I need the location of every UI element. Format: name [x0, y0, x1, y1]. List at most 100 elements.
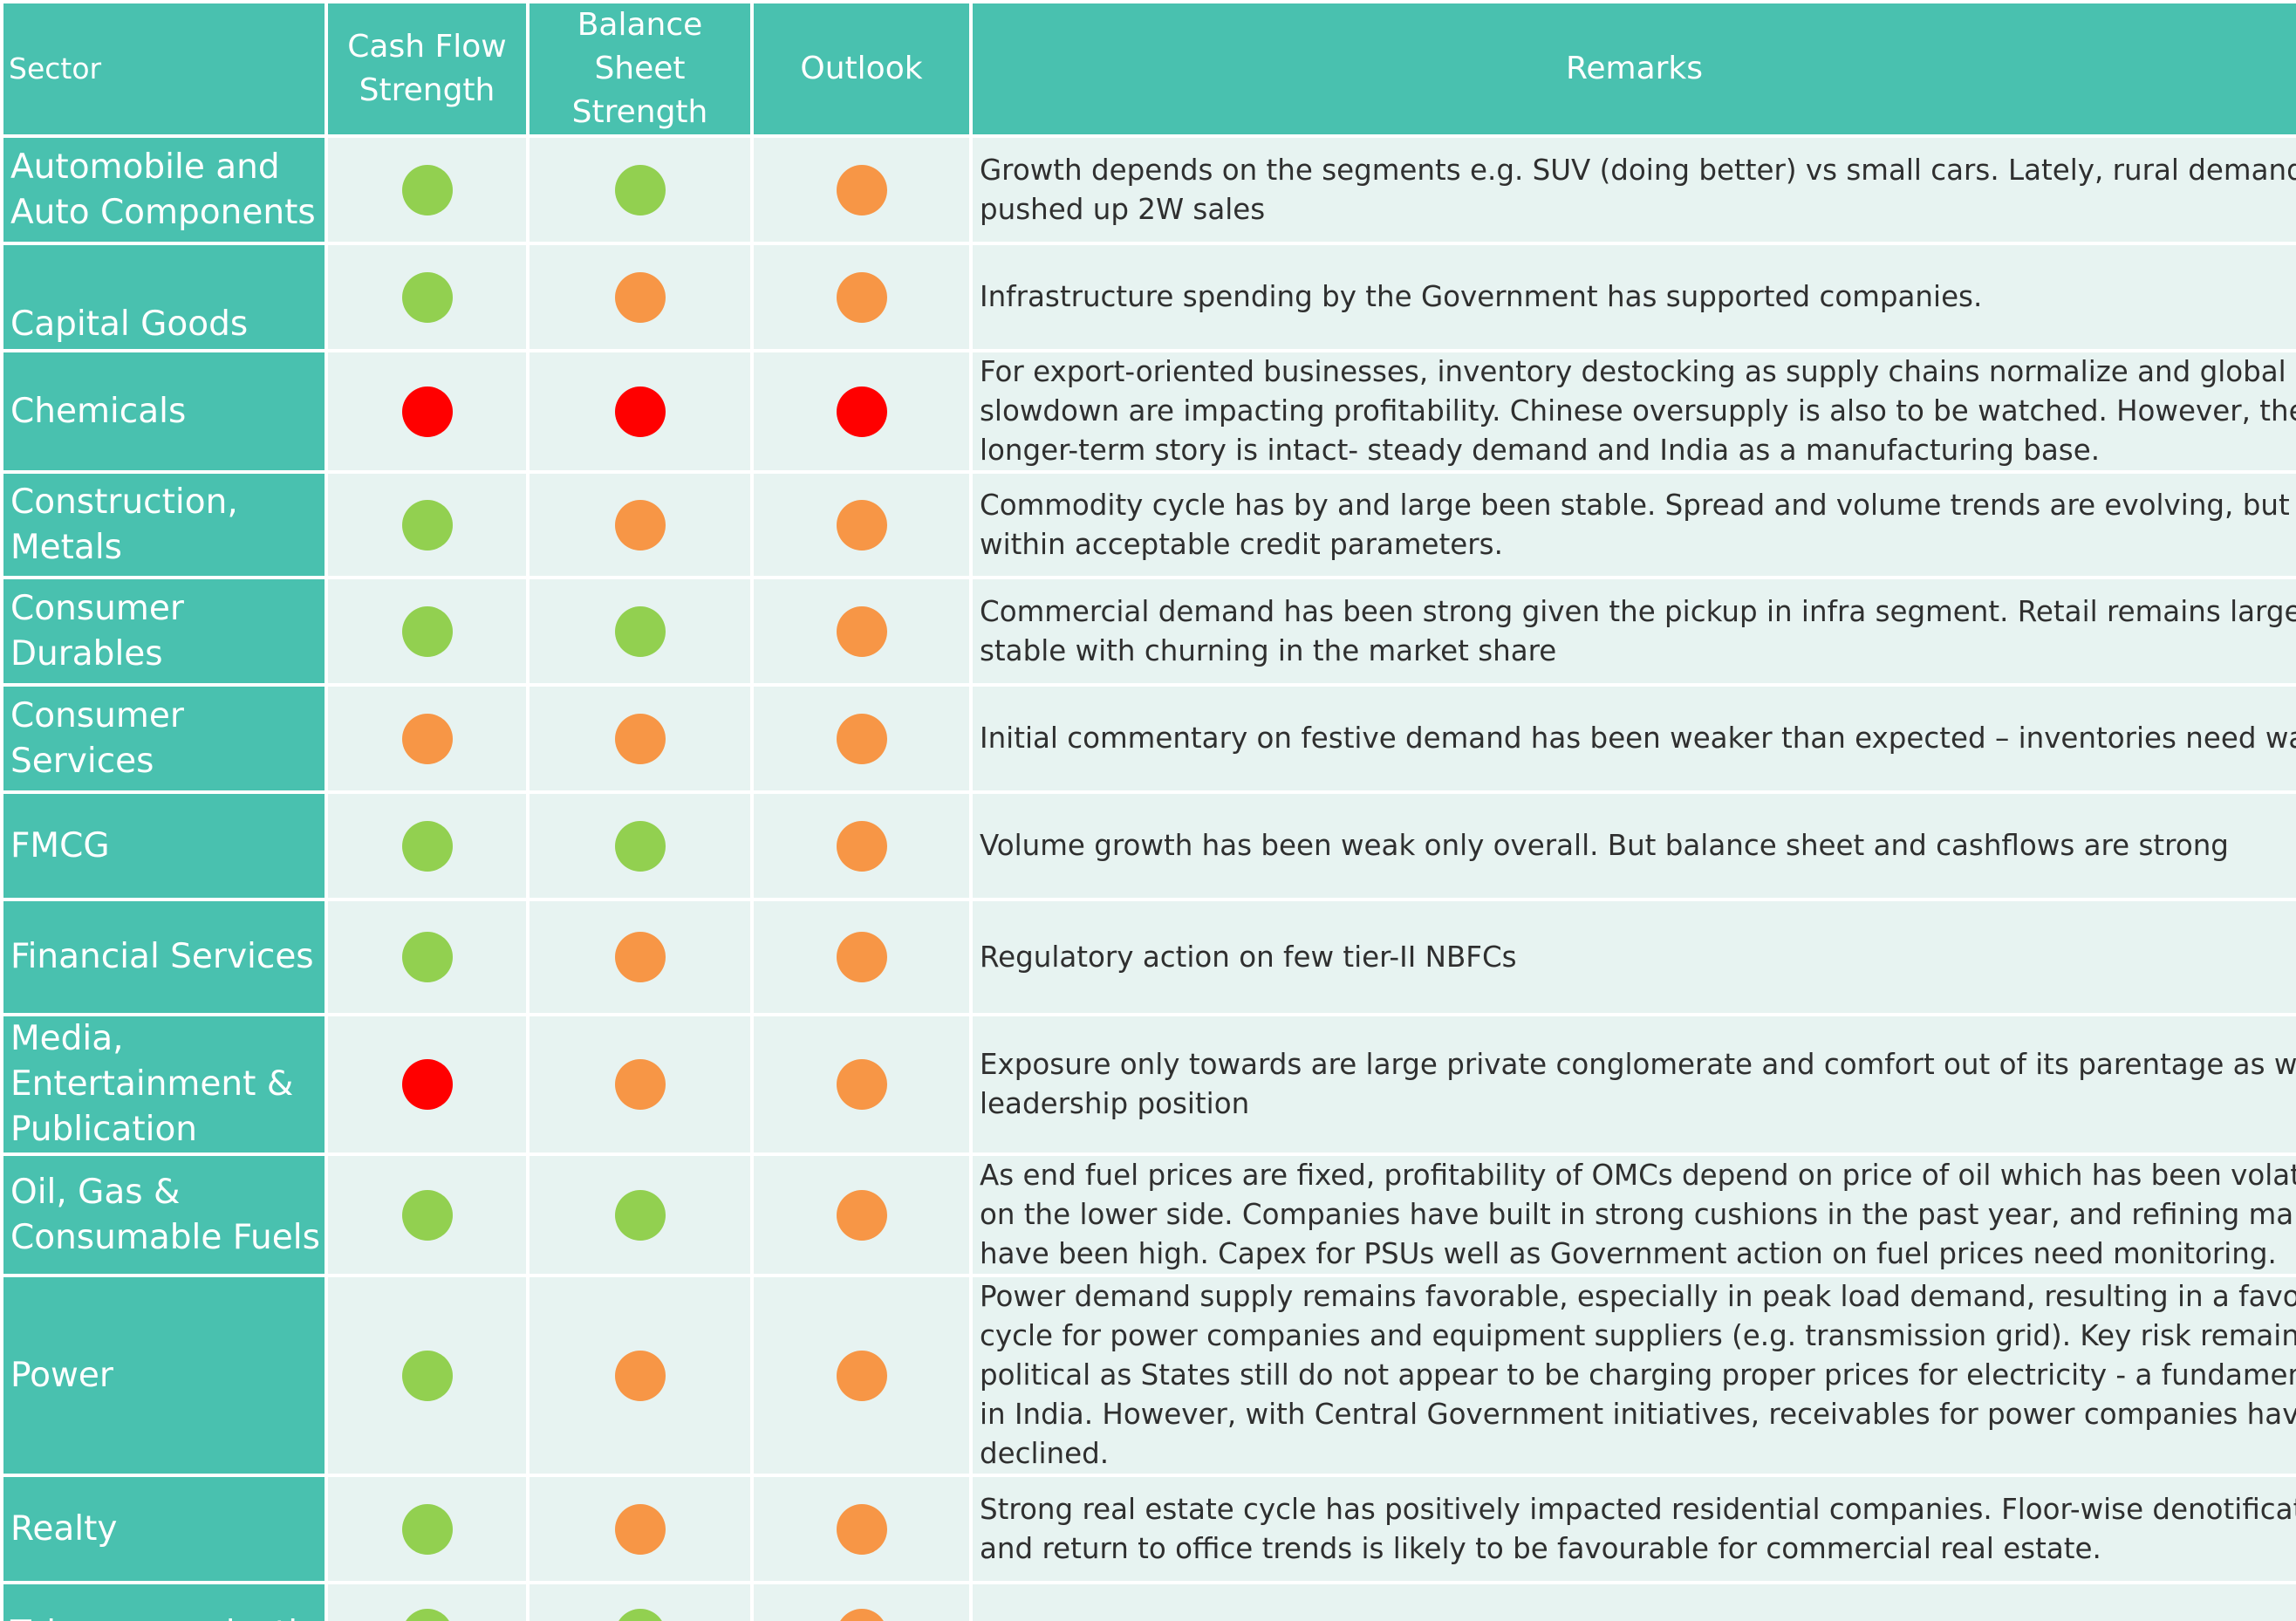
outlook-cell — [750, 576, 973, 687]
sector-label-line: Construction, — [10, 482, 238, 522]
cash-flow-status-dot-green — [401, 932, 453, 982]
sector-cell: Consumer Durables — [0, 576, 328, 687]
outlook-status-dot-orange — [836, 605, 887, 657]
table-row: Chemicals For export-oriented businesses,… — [0, 349, 2296, 474]
cash-flow-cell — [325, 790, 530, 901]
cash-flow-cell — [325, 134, 530, 245]
cash-flow-status-dot-green — [401, 271, 453, 323]
outlook-cell — [750, 898, 973, 1016]
remarks-cell: Volume growth has been weak only overall… — [969, 790, 2296, 901]
balance-sheet-cell — [526, 1152, 754, 1277]
sector-cell: Chemicals — [0, 349, 328, 474]
remarks-cell: Exposure only towards are large private … — [969, 1013, 2296, 1156]
remarks-cell: For export-oriented businesses, inventor… — [969, 349, 2296, 474]
outlook-status-dot-orange — [836, 1059, 887, 1110]
table-row: FMCG Volume growth has been weak only ove… — [0, 790, 2296, 901]
remarks-cell: Infrastructure spending by the Governmen… — [969, 242, 2296, 352]
balance-sheet-status-dot-green — [614, 164, 666, 215]
cash-flow-cell — [325, 1152, 530, 1277]
remarks-text-line: Power demand supply remains favorable, e… — [980, 1280, 2296, 1313]
balance-sheet-cell — [526, 1581, 754, 1621]
sector-label-line: Power — [10, 1355, 113, 1395]
remarks-cell: Strong real estate cycle has positively … — [969, 1474, 2296, 1584]
cash-flow-cell — [325, 242, 530, 352]
sector-label-line: Automobile and — [10, 147, 280, 187]
sector-label-line: Media, — [10, 1019, 124, 1058]
remarks-cell: Commodity cycle has by and large been st… — [969, 470, 2296, 579]
table-row: Consumer Services Initial commentary on f… — [0, 683, 2296, 794]
remarks-text-line: Regulatory action on few tier-II NBFCs — [980, 940, 1517, 974]
cash-flow-status-dot-green — [401, 1503, 453, 1555]
cash-flow-status-dot-green — [401, 1609, 453, 1621]
remarks-text-line: in India. However, with Central Governme… — [980, 1398, 2296, 1431]
remarks-text-line: within acceptable credit parameters. — [980, 527, 1503, 561]
balance-sheet-status-dot-orange — [614, 499, 666, 551]
cash-flow-cell — [325, 1274, 530, 1477]
table-row: Financial Services Regulatory action on f… — [0, 898, 2296, 1016]
cash-flow-status-dot-red — [401, 1059, 453, 1110]
sector-label-line: Auto Components — [10, 192, 316, 232]
outlook-cell — [750, 1581, 973, 1621]
remarks-text-line: Infrastructure spending by the Governmen… — [980, 280, 1983, 313]
remarks-text-line: cycle for power companies and equipment … — [980, 1319, 2296, 1352]
remarks-text-line: Volume growth has been weak only overall… — [980, 829, 2229, 862]
balance-sheet-cell — [526, 576, 754, 687]
sector-cell: Media, Entertainment & Publication — [0, 1013, 328, 1156]
sector-cell: Oil, Gas & Consumable Fuels — [0, 1152, 328, 1277]
remarks-text-line: Strong real estate cycle has positively … — [980, 1492, 2296, 1526]
sector-cell: Power — [0, 1274, 328, 1477]
sector-label-line: Consumable Fuels — [10, 1217, 320, 1257]
remarks-cell: Regulatory action on few tier-II NBFCs — [969, 898, 2296, 1016]
sector-label-line: Capital Goods — [10, 304, 249, 344]
outlook-status-dot-orange — [836, 1503, 887, 1555]
balance-sheet-cell — [526, 349, 754, 474]
outlook-status-dot-orange — [836, 932, 887, 982]
header-sector: Sector — [0, 0, 328, 138]
outlook-cell — [750, 242, 973, 352]
sector-label-line: Financial Services — [10, 937, 314, 976]
remarks-cell: Virtually a two company story in India, … — [969, 1581, 2296, 1621]
sector-label-line: Publication — [10, 1110, 198, 1149]
sector-label-line: Realty — [10, 1508, 118, 1549]
balance-sheet-status-dot-orange — [614, 271, 666, 323]
balance-sheet-cell — [526, 470, 754, 579]
remarks-text-line: have been high. Capex for PSUs well as G… — [980, 1237, 2277, 1270]
cash-flow-cell — [325, 1474, 530, 1584]
header-cash-flow-line-2: Strength — [359, 72, 495, 108]
sector-label-line: Oil, Gas & — [10, 1172, 181, 1212]
outlook-cell — [750, 1013, 973, 1156]
balance-sheet-status-dot-green — [614, 820, 666, 872]
outlook-cell — [750, 1474, 973, 1584]
cash-flow-cell — [325, 349, 530, 474]
cash-flow-status-dot-green — [401, 164, 453, 215]
outlook-status-dot-orange — [836, 164, 887, 215]
balance-sheet-cell — [526, 1013, 754, 1156]
sector-label-line: Telecommunication — [10, 1611, 323, 1621]
sector-cell: FMCG — [0, 790, 328, 901]
cash-flow-cell — [325, 576, 530, 687]
outlook-status-dot-orange — [836, 499, 887, 551]
remarks-text-line: Growth depends on the segments e.g. SUV … — [980, 153, 2296, 187]
outlook-cell — [750, 683, 973, 794]
cash-flow-status-dot-green — [401, 820, 453, 872]
cash-flow-status-dot-green — [401, 1350, 453, 1401]
table-row: Power Power demand supply remains favorab… — [0, 1274, 2296, 1477]
remarks-cell: Growth depends on the segments e.g. SUV … — [969, 134, 2296, 245]
outlook-cell — [750, 134, 973, 245]
cash-flow-status-dot-orange — [401, 713, 453, 764]
table-row: Construction, Metals Commodity cycle has b… — [0, 470, 2296, 579]
table-body: Automobile and Auto Components Growth depe… — [0, 134, 2296, 1621]
outlook-cell — [750, 470, 973, 579]
cash-flow-status-dot-green — [401, 1189, 453, 1241]
balance-sheet-status-dot-orange — [614, 1350, 666, 1401]
table-row: Consumer Durables Commercial demand has b… — [0, 576, 2296, 687]
remarks-text-line: pushed up 2W sales — [980, 192, 1266, 226]
balance-sheet-cell — [526, 790, 754, 901]
cash-flow-status-dot-green — [401, 499, 453, 551]
header-row: Sector Cash Flow Strength Balance Sheet … — [0, 0, 2296, 138]
balance-sheet-cell — [526, 683, 754, 794]
remarks-text-line: Commodity cycle has by and large been st… — [980, 488, 2296, 522]
remarks-text-line: and return to office trends is likely to… — [980, 1531, 2101, 1565]
outlook-status-dot-orange — [836, 713, 887, 764]
balance-sheet-cell — [526, 242, 754, 352]
